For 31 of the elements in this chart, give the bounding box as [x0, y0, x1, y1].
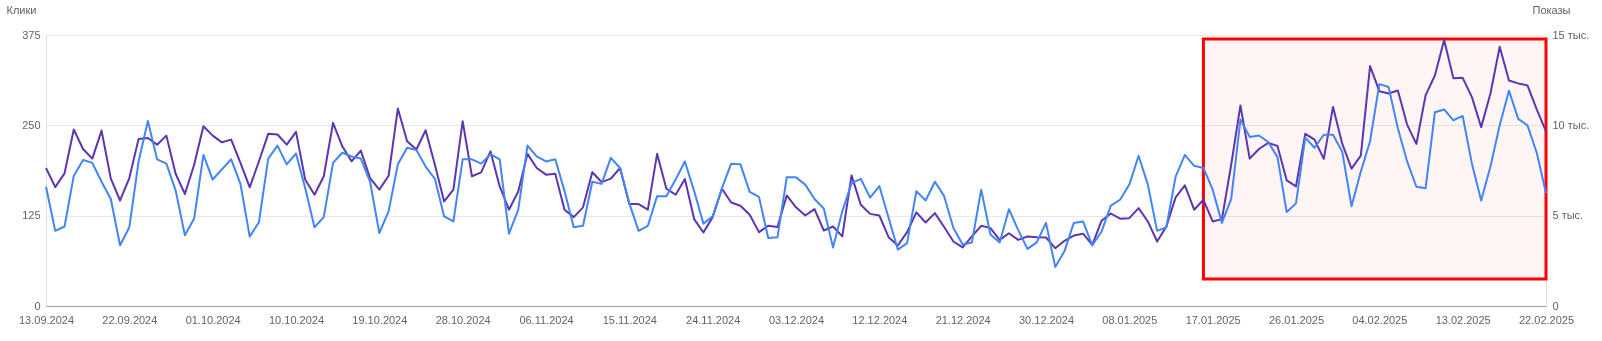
x-tick-label: 10.10.2024: [268, 313, 325, 326]
y2-axis-title: Показы: [1532, 3, 1571, 16]
y-tick-label: 250: [22, 118, 41, 131]
y-tick-label: 0: [34, 299, 41, 312]
line-series: [45, 39, 1547, 250]
x-tick-label: 22.02.2025: [1518, 313, 1575, 326]
x-tick-label: 04.02.2025: [1352, 313, 1408, 326]
x-tick-label: 13.09.2024: [18, 313, 75, 326]
x-tick-label: 08.01.2025: [1102, 313, 1158, 326]
y-tick-label: 375: [22, 28, 41, 41]
x-tick-label: 13.02.2025: [1435, 313, 1491, 326]
x-tick-label: 30.12.2024: [1018, 313, 1075, 326]
x-tick-label: 01.10.2024: [185, 313, 241, 326]
x-tick-label: 12.12.2024: [852, 313, 908, 326]
x-tick-label: 21.12.2024: [935, 313, 991, 326]
y2-tick-label: 5 тыс.: [1552, 209, 1584, 222]
x-tick-label: 06.11.2024: [519, 313, 574, 326]
x-tick-label: 17.01.2025: [1185, 313, 1241, 326]
y2-tick-label: 10 тыс.: [1552, 118, 1590, 131]
x-tick-label: 03.12.2024: [768, 313, 825, 326]
y2-tick-label: 0: [1552, 299, 1559, 312]
line-series: [45, 83, 1547, 268]
y-axis-title: Клики: [6, 3, 37, 16]
y-tick-label: 125: [22, 209, 41, 222]
x-tick-label: 22.09.2024: [102, 313, 158, 326]
x-tick-label: 26.01.2025: [1268, 313, 1325, 326]
x-tick-label: 24.11.2024: [686, 313, 741, 326]
x-tick-label: 28.10.2024: [435, 313, 491, 326]
x-tick-label: 15.11.2024: [602, 313, 657, 326]
x-tick-label: 19.10.2024: [352, 313, 408, 326]
y2-tick-label: 15 тыс.: [1552, 28, 1590, 41]
